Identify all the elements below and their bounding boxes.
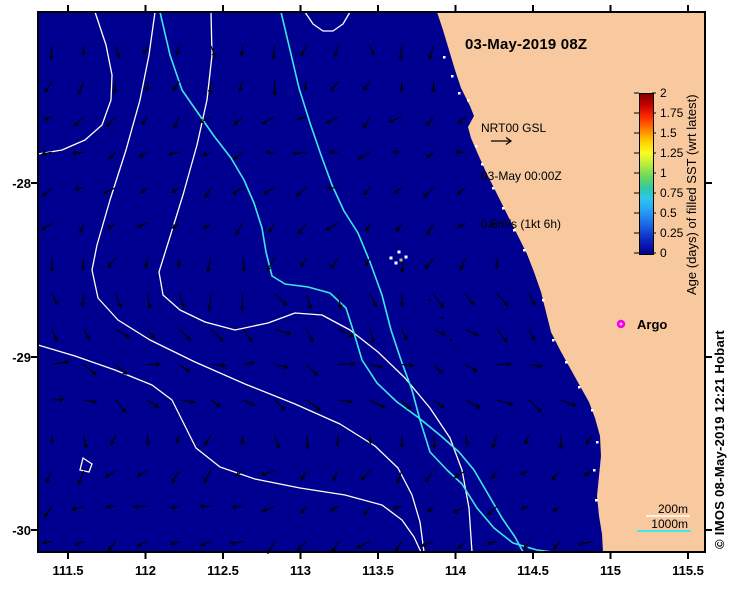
colorbar-tick-label: 1.5 [660,126,677,140]
copyright-text: © IMOS 08-May-2019 12:21 Hobart [712,329,727,549]
colorbar-tick-label: 1.75 [660,106,684,120]
x-tick-label: 115 [600,563,621,578]
colorbar-axis-label: Age (days) of filled SST (wrt latest) [684,94,699,295]
current-vectors [41,45,594,555]
x-tick-label: 114 [445,563,466,578]
colorbar-tick-label: 1 [660,166,667,180]
y-tick-label: -29 [12,350,31,365]
land-polygon [437,12,705,552]
x-tick-label: 111.5 [52,563,84,578]
colorbar-tick-label: 0.75 [660,186,684,200]
colorbar-tick-label: 1.25 [660,146,684,160]
legend-1000m-label: 1000m [651,517,688,531]
map-title: 03-May-2019 08Z [465,36,588,53]
annotation-datetime: 03-May 00:00Z [481,169,562,183]
colorbar-tick-label: 0.25 [660,226,684,240]
x-tick-label: 114.5 [517,563,549,578]
annotation-product: NRT00 GSL [481,121,547,135]
argo-label: Argo [637,317,668,332]
x-tick-label: 112 [135,563,156,578]
x-tick-label: 113.5 [362,563,394,578]
y-tick-label: -28 [12,176,31,191]
x-tick-label: 113 [290,563,311,578]
y-tick-label: -30 [12,523,31,538]
annotation-scale: 0.5m/s (1kt 6h) [481,217,562,231]
x-tick-label: 112.5 [207,563,239,578]
legend-200m-label: 200m [657,502,688,516]
colorbar-tick-label: 0.5 [660,206,677,220]
colorbar-tick-label: 0 [660,246,667,260]
x-tick-label: 115.5 [672,563,704,578]
colorbar-tick-label: 2 [660,86,667,100]
plot-frame [37,11,706,553]
colorbar [639,93,654,255]
annotation-block: NRT00 GSL 03-May 00:00Z 0.5m/s (1kt 6h) [481,88,562,264]
reference-arrow [491,137,513,145]
